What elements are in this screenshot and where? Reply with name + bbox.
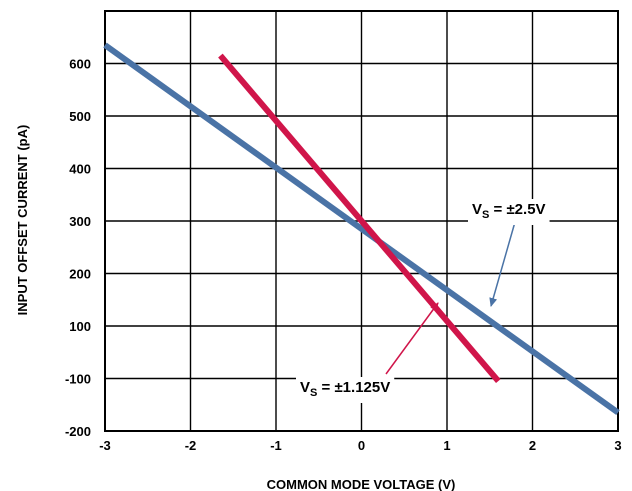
series-line-vs-2p5v [103,42,620,416]
y-tick-label: 200 [69,267,91,282]
y-tick-label: 100 [69,319,91,334]
x-tick-label: 3 [614,438,621,453]
annotation-vs-2p5v-arrow [489,221,516,307]
y-tick-label: -200 [65,424,91,439]
y-tick-label: 400 [69,162,91,177]
x-tick-labels: -3 -2 -1 0 1 2 3 [99,438,621,453]
series-line-vs-1p125v [218,53,501,384]
y-tick-label: -100 [65,372,91,387]
x-tick-label: -3 [99,438,111,453]
x-tick-label: 2 [529,438,536,453]
annotation-vs-1p125v-background [296,377,395,403]
y-tick-label: 500 [69,109,91,124]
annotation-vs-1p125v-arrow [385,302,439,375]
annotation-vs-2p5v-label: VS = ±2.5V [472,201,546,221]
x-tick-label: -2 [185,438,197,453]
y-tick-label: 300 [69,214,91,229]
annotation-vs-1p125v-label: VS = ±1.125V [300,379,390,399]
x-axis-label: COMMON MODE VOLTAGE (V) [267,477,456,491]
plot-frame [104,10,619,432]
series-lines [103,42,620,416]
y-tick-labels: -200 -100 100 200 300 400 500 600 [65,57,91,440]
x-tick-label: -1 [270,438,282,453]
y-axis-label: INPUT OFFSET CURRENT (pA) [15,125,30,316]
x-tick-label: 1 [443,438,450,453]
annotation-vs-2p5v-background [468,199,550,225]
annotations: VS = ±2.5V VS = ±1.125V [296,199,550,403]
x-tick-label: 0 [358,438,365,453]
y-tick-label: 600 [69,57,91,72]
